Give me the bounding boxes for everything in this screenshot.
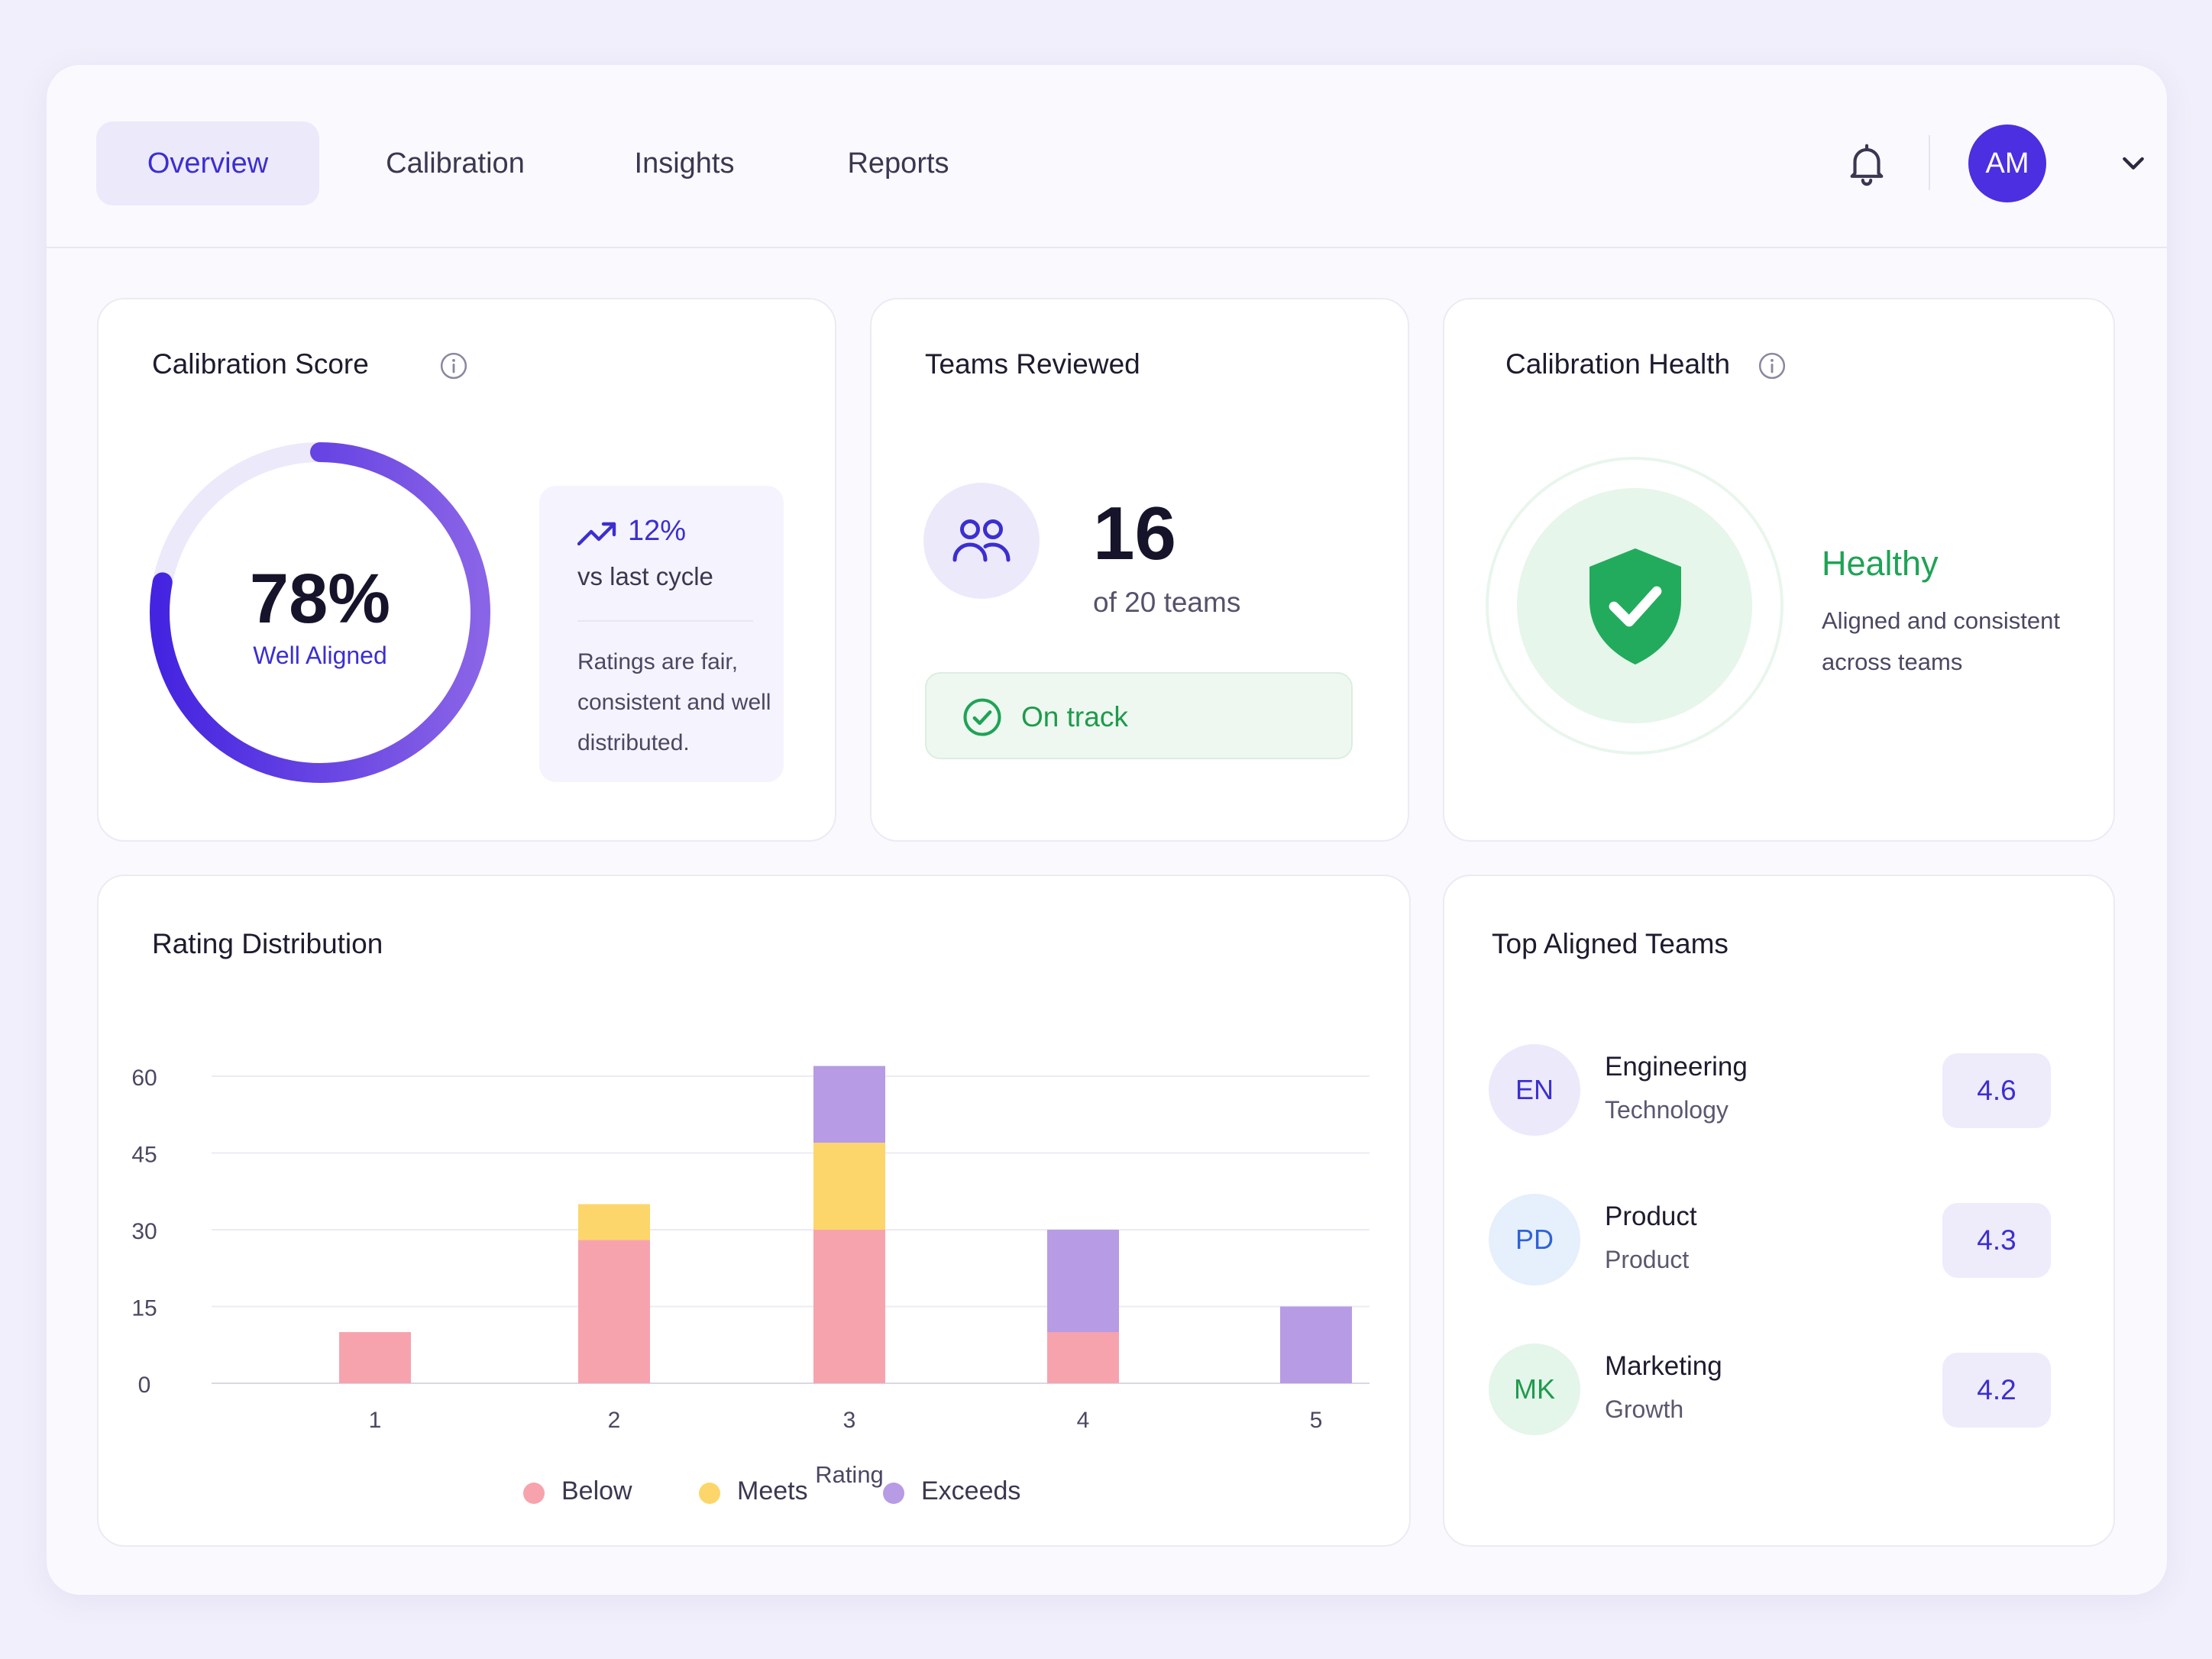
tab-insights[interactable]: Insights [634,147,735,179]
bell-icon[interactable] [1843,140,1890,187]
list-item[interactable]: MK Marketing Growth 4.2 [1444,1344,2113,1443]
shield-check-icon [1589,548,1681,665]
card-title: Rating Distribution [152,928,383,959]
rating-distribution-card: Rating Distribution 0 15 30 45 60 1 2 3 4 5 Rating… [97,875,1411,1547]
list-item[interactable]: EN Engineering Technology 4.6 [1444,1044,2113,1143]
bar-meets-2 [578,1204,650,1240]
chevron-down-icon[interactable] [2118,147,2149,178]
bar-meets-3 [813,1143,885,1230]
legend-swatch-exceeds [883,1483,904,1504]
team-department: Technology [1605,1096,1729,1124]
app-window: Overview Calibration Insights Reports AM… [47,65,2167,1595]
teams-count: 16 [1093,491,1177,575]
x-tick-label: 3 [843,1408,856,1433]
card-title: Calibration Score [152,348,369,380]
list-item[interactable]: PD Product Product 4.3 [1444,1194,2113,1293]
legend-label: Below [561,1476,632,1505]
y-tick-label: 15 [131,1296,157,1321]
team-score-badge: 4.6 [1942,1053,2051,1128]
score-gauge [150,442,490,783]
tab-overview[interactable]: Overview [96,121,319,205]
x-tick-label: 2 [608,1408,621,1433]
score-gauge-arc [150,442,490,783]
calibration-health-card: Calibration Health Healthy Aligned and c… [1443,298,2115,842]
team-name: Engineering [1605,1052,1748,1082]
y-tick-label: 0 [138,1373,151,1398]
team-department: Product [1605,1246,1690,1273]
card-title: Calibration Health [1505,348,1731,380]
team-avatar: EN [1489,1044,1580,1136]
users-icon [952,519,1011,562]
card-title: Top Aligned Teams [1492,928,1729,959]
legend-swatch-meets [699,1483,720,1504]
health-ring [1486,457,1784,755]
score-value: 78% [249,560,391,638]
team-score-badge: 4.2 [1942,1353,2051,1428]
team-avatar: MK [1489,1344,1580,1435]
card-title: Teams Reviewed [925,348,1140,380]
tab-reports[interactable]: Reports [847,147,949,179]
trend-percentage: 12% [628,515,687,547]
trend-label: vs last cycle [577,562,713,590]
team-department: Growth [1605,1395,1684,1423]
x-axis-label: Rating [815,1461,884,1488]
x-tick-label: 1 [369,1408,382,1433]
team-avatar: PD [1489,1194,1580,1285]
top-aligned-teams-card: Top Aligned Teams EN Engineering Technol… [1443,875,2115,1547]
legend-swatch-below [523,1483,545,1504]
team-name: Marketing [1605,1351,1722,1381]
team-score-badge: 4.3 [1942,1203,2051,1278]
x-tick-label: 5 [1310,1408,1323,1433]
legend-label: Meets [737,1476,808,1505]
bar-below-1 [339,1332,411,1383]
user-avatar[interactable]: AM [1968,125,2046,202]
trending-up-icon [577,522,616,546]
x-tick-label: 4 [1077,1408,1090,1433]
health-status: Healthy [1822,544,1939,583]
health-description: Aligned and consistent across teams [1822,607,2060,675]
y-tick-label: 45 [131,1143,157,1168]
bar-exceeds-3 [813,1066,885,1143]
status-badge: On track [925,672,1353,759]
score-status: Well Aligned [253,642,387,669]
check-circle-icon [963,698,1001,736]
status-label: On track [1021,701,1128,732]
trend-note: Ratings are fair, consistent and well di… [577,649,771,755]
calibration-score-card: Calibration Score 78% Well Aligned 12% [97,298,836,842]
info-icon[interactable] [1758,351,1787,380]
y-tick-label: 60 [131,1066,157,1091]
legend-label: Exceeds [921,1476,1021,1505]
bar-below-3 [813,1230,885,1383]
bar-exceeds-4 [1047,1230,1119,1332]
toolbar-divider [1929,135,1930,190]
teams-badge [923,483,1040,599]
divider [577,620,753,622]
info-icon[interactable] [439,351,468,380]
teams-reviewed-card: Teams Reviewed 16 of 20 teams On track [870,298,1409,842]
y-tick-label: 30 [131,1219,157,1244]
top-navigation-bar: Overview Calibration Insights Reports AM [47,65,2167,248]
teams-total: of 20 teams [1093,587,1241,618]
bar-below-2 [578,1240,650,1383]
bar-below-4 [1047,1332,1119,1383]
team-name: Product [1605,1201,1697,1231]
tab-calibration[interactable]: Calibration [386,147,525,179]
bar-exceeds-5 [1280,1306,1352,1383]
trend-panel: 12% vs last cycle Ratings are fair, cons… [539,486,784,782]
